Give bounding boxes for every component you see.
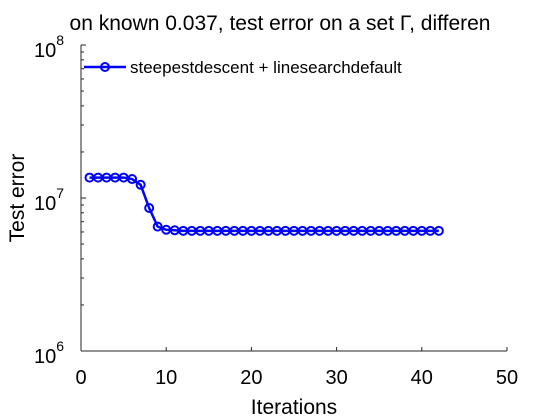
- x-tick-label: 40: [411, 367, 433, 389]
- series-layer: [86, 174, 443, 235]
- x-ticks: 0 10 20 30 40 50: [75, 347, 518, 389]
- x-tick-label: 30: [325, 367, 347, 389]
- series-line: [90, 178, 439, 231]
- legend-label: steepestdescent + linesearchdefault: [130, 58, 402, 77]
- y-tick-label: 107: [34, 185, 64, 215]
- y-axis-label: Test error: [6, 154, 29, 243]
- x-axis-label: Iterations: [251, 396, 337, 419]
- x-tick-label: 0: [75, 367, 86, 389]
- legend: steepestdescent + linesearchdefault: [84, 58, 402, 77]
- chart-title: on known 0.037, test error on a set Γ, d…: [70, 12, 491, 35]
- x-tick-label: 20: [240, 367, 262, 389]
- x-tick-label: 50: [496, 367, 518, 389]
- x-tick-label: 10: [155, 367, 177, 389]
- y-tick-label: 106: [34, 338, 64, 368]
- y-ticks: 106 107 108: [34, 32, 86, 368]
- y-tick-label: 108: [34, 32, 64, 62]
